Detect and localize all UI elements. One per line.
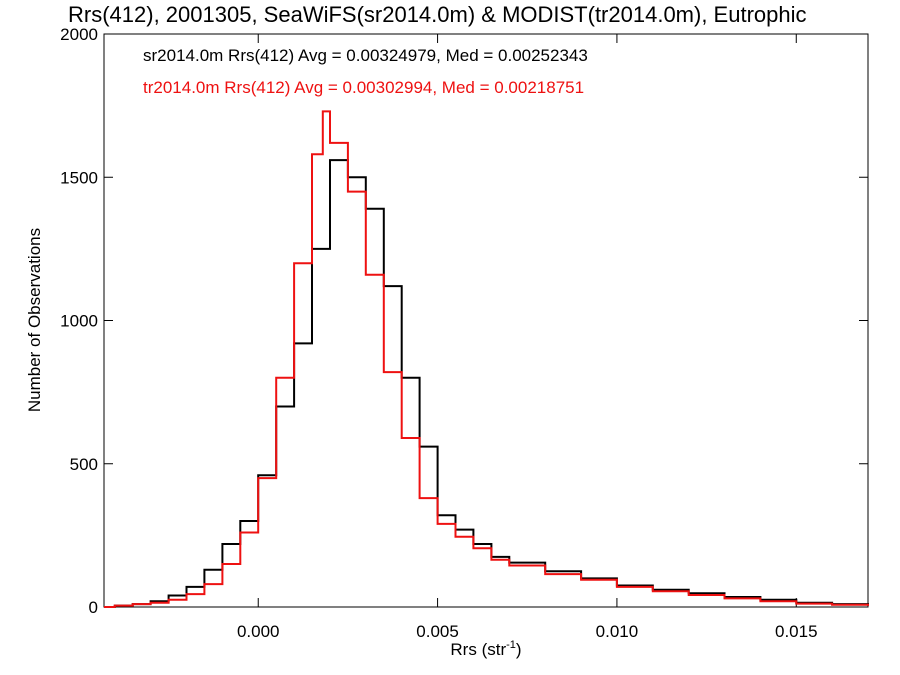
- series-layer: [104, 110, 869, 608]
- plot-frame: [103, 33, 869, 608]
- series-line-1: [104, 110, 869, 608]
- y-tick-label: 0: [89, 598, 98, 617]
- legend-entry-tr2014: tr2014.0m Rrs(412) Avg = 0.00302994, Med…: [143, 78, 584, 97]
- y-axis-label: Number of Observations: [25, 228, 44, 412]
- x-tick-label: 0.010: [596, 622, 639, 641]
- series-line-0: [104, 159, 869, 608]
- y-tick-label: 1500: [60, 168, 98, 187]
- legend-entry-sr2014: sr2014.0m Rrs(412) Avg = 0.00324979, Med…: [143, 46, 588, 65]
- x-axis-label: Rrs (str-1): [450, 639, 521, 659]
- y-tick-label: 500: [70, 455, 98, 474]
- x-tick-label: 0.015: [775, 622, 818, 641]
- x-axis: 0.000 0.005 0.010 0.015: [237, 34, 818, 641]
- x-tick-label: 0.005: [416, 622, 459, 641]
- x-axis-label-superscript: -1: [506, 639, 516, 651]
- y-tick-label: 1000: [60, 312, 98, 331]
- x-axis-label-main: Rrs (str: [450, 640, 506, 659]
- y-axis: 0 500 1000 1500 2000: [60, 25, 868, 617]
- x-tick-label: 0.000: [237, 622, 280, 641]
- x-axis-label-close: ): [516, 640, 522, 659]
- chart-title: Rrs(412), 2001305, SeaWiFS(sr2014.0m) & …: [68, 2, 807, 27]
- y-tick-label: 2000: [60, 25, 98, 44]
